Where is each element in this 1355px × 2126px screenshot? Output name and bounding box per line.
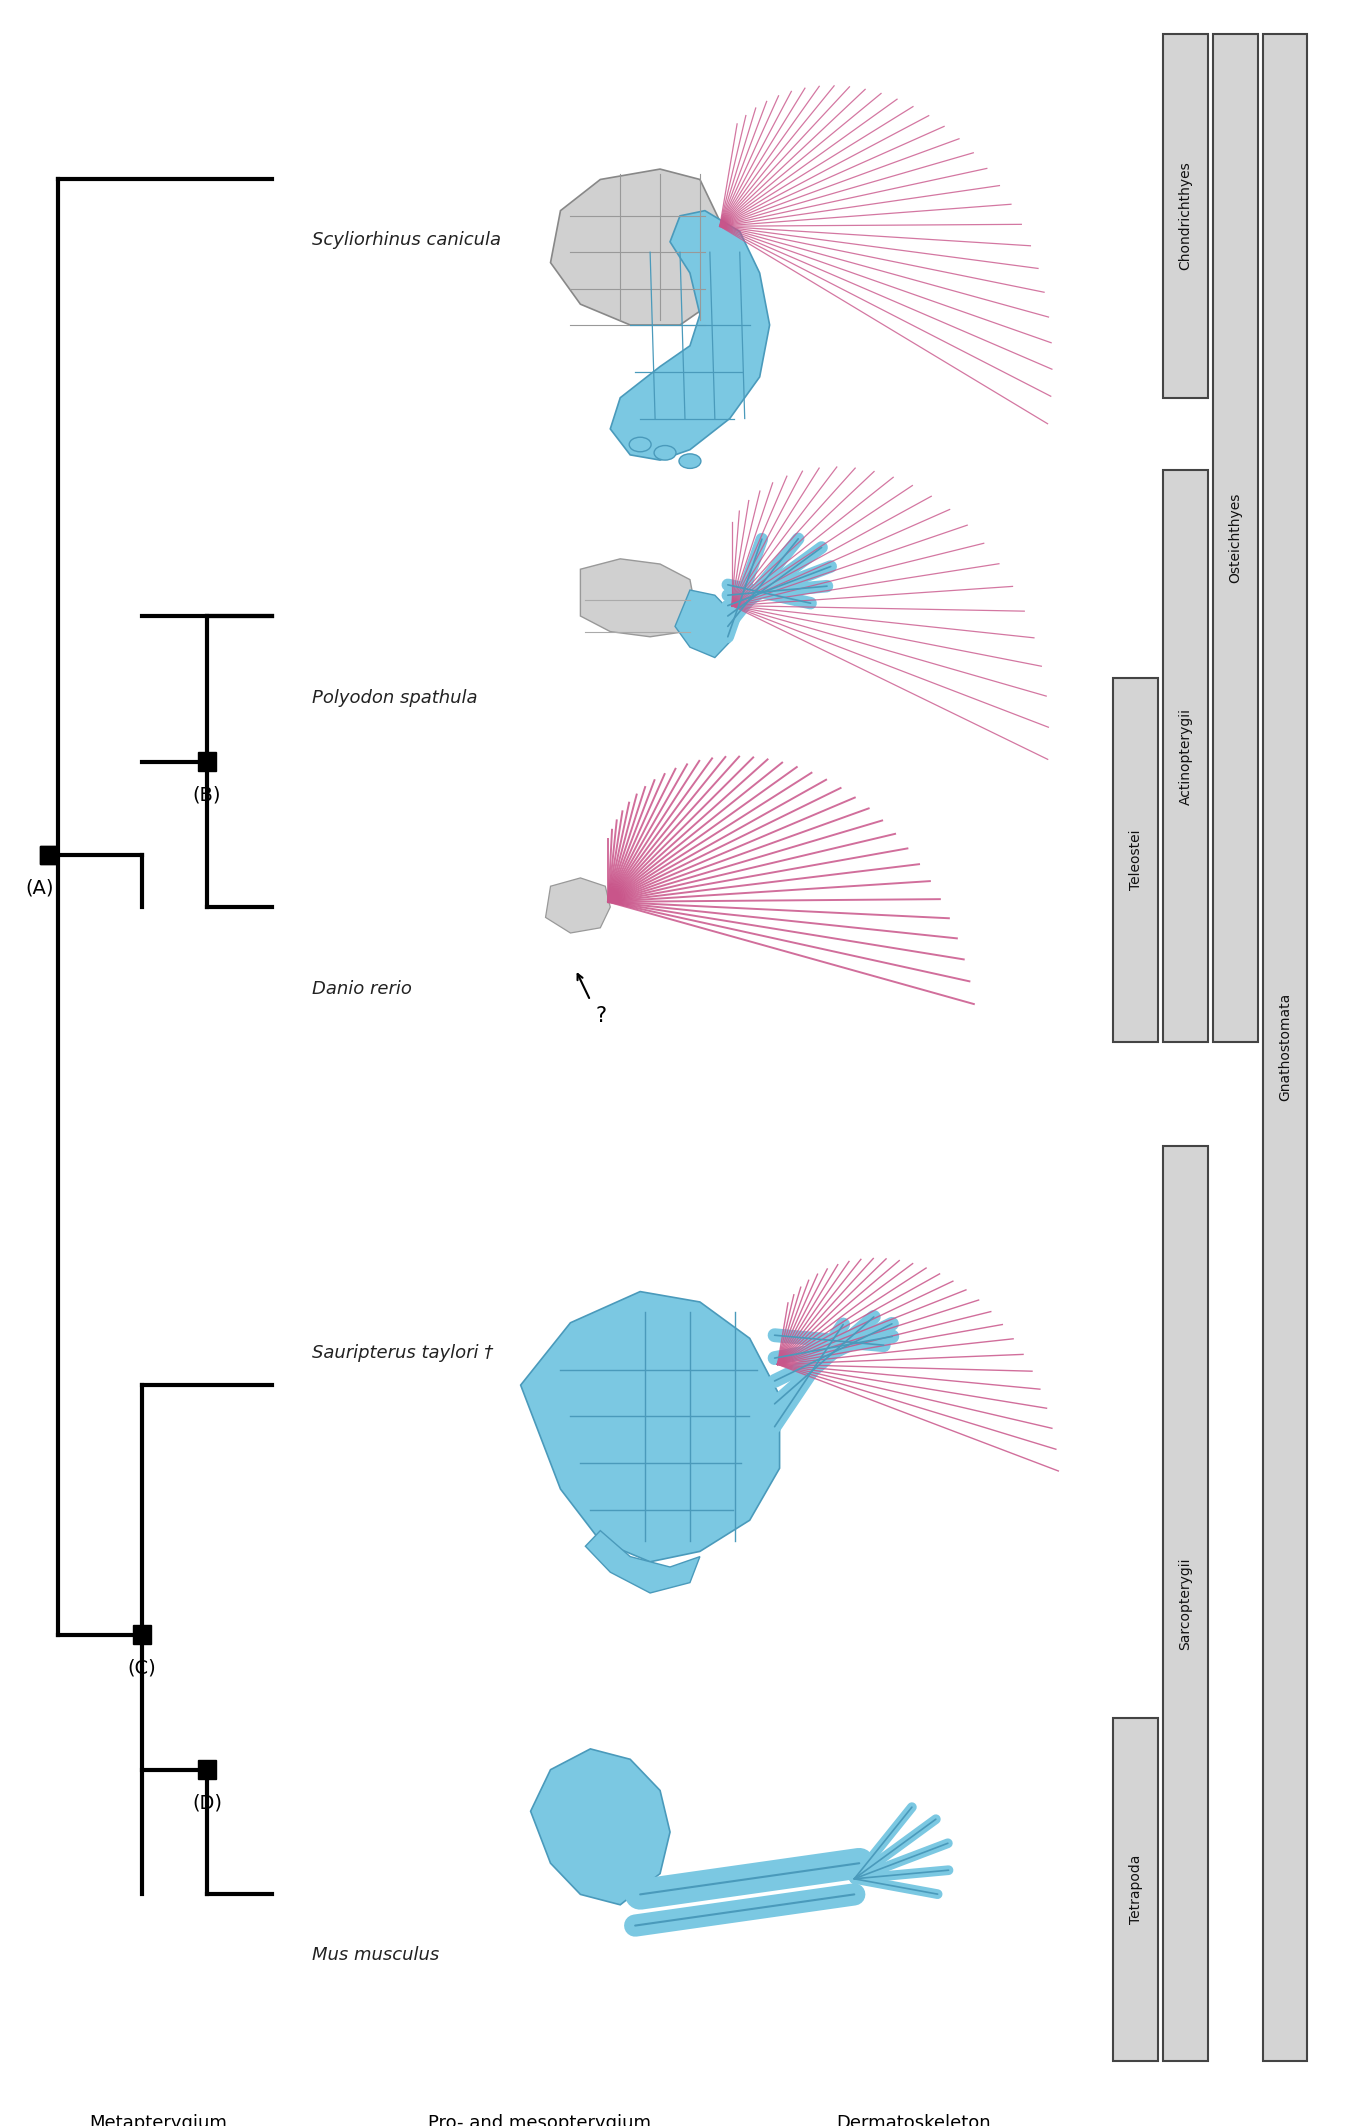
Bar — [779, 2103, 824, 2126]
Bar — [1163, 1146, 1207, 2060]
Polygon shape — [585, 1531, 701, 1592]
Polygon shape — [580, 559, 695, 638]
Polygon shape — [520, 1293, 779, 1563]
Bar — [1114, 678, 1159, 1042]
Ellipse shape — [679, 453, 701, 468]
Text: Chondrichthyes: Chondrichthyes — [1179, 162, 1192, 270]
Polygon shape — [675, 591, 730, 657]
Text: Pro- and mesopterygium: Pro- and mesopterygium — [428, 2113, 650, 2126]
Ellipse shape — [654, 446, 676, 459]
Text: Sauripterus taylori †: Sauripterus taylori † — [312, 1344, 493, 1361]
Text: (D): (D) — [192, 1794, 222, 1813]
Text: Dermatoskeleton: Dermatoskeleton — [836, 2113, 991, 2126]
Polygon shape — [610, 210, 770, 459]
Text: Danio rerio: Danio rerio — [312, 980, 412, 997]
Bar — [1263, 34, 1308, 2060]
Text: Tetrapoda: Tetrapoda — [1129, 1854, 1142, 1924]
Polygon shape — [546, 878, 610, 933]
Text: Polyodon spathula: Polyodon spathula — [312, 689, 477, 706]
Polygon shape — [531, 1750, 669, 1905]
Bar — [1163, 470, 1207, 1042]
Text: Metapterygium: Metapterygium — [89, 2113, 228, 2126]
Bar — [198, 753, 215, 772]
Text: Scyliorhinus canicula: Scyliorhinus canicula — [312, 232, 500, 249]
Text: Gnathostomata: Gnathostomata — [1278, 993, 1293, 1101]
Bar — [39, 846, 57, 865]
Text: Sarcopterygii: Sarcopterygii — [1179, 1556, 1192, 1650]
Polygon shape — [550, 170, 720, 325]
Bar — [1114, 1718, 1159, 2060]
Text: (B): (B) — [192, 784, 221, 804]
Text: (C): (C) — [127, 1658, 157, 1677]
Bar — [198, 1760, 215, 1779]
Text: Actinopterygii: Actinopterygii — [1179, 708, 1192, 806]
Text: ?: ? — [595, 1006, 607, 1025]
Text: Osteichthyes: Osteichthyes — [1228, 493, 1243, 583]
Bar — [33, 2103, 77, 2126]
Bar — [371, 2103, 416, 2126]
Text: Mus musculus: Mus musculus — [312, 1947, 439, 1964]
Bar — [1213, 34, 1257, 1042]
Ellipse shape — [629, 438, 652, 453]
Text: Teleostei: Teleostei — [1129, 829, 1142, 891]
Bar — [1163, 34, 1207, 398]
Text: (A): (A) — [26, 878, 54, 897]
Bar — [133, 1624, 152, 1643]
Bar — [39, 846, 57, 865]
